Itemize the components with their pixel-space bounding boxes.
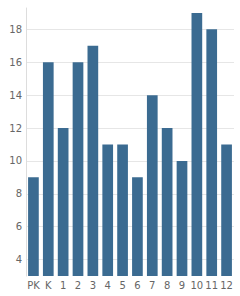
svg-text:1: 1: [60, 280, 66, 291]
svg-text:18: 18: [9, 24, 22, 35]
svg-text:12: 12: [9, 123, 22, 134]
svg-text:3: 3: [90, 280, 96, 291]
svg-text:10: 10: [190, 280, 203, 291]
svg-text:4: 4: [16, 254, 22, 265]
svg-text:6: 6: [16, 221, 22, 232]
svg-text:11: 11: [205, 280, 218, 291]
svg-text:8: 8: [164, 280, 170, 291]
svg-text:10: 10: [9, 155, 22, 166]
svg-text:14: 14: [9, 90, 22, 101]
svg-text:7: 7: [149, 280, 155, 291]
svg-text:6: 6: [134, 280, 140, 291]
svg-text:9: 9: [179, 280, 185, 291]
svg-text:K: K: [45, 280, 52, 291]
svg-text:16: 16: [9, 57, 22, 68]
svg-text:4: 4: [105, 280, 111, 291]
svg-text:8: 8: [16, 188, 22, 199]
svg-text:12: 12: [220, 280, 233, 291]
svg-text:2: 2: [75, 280, 81, 291]
svg-text:5: 5: [119, 280, 125, 291]
svg-text:PK: PK: [27, 280, 40, 291]
